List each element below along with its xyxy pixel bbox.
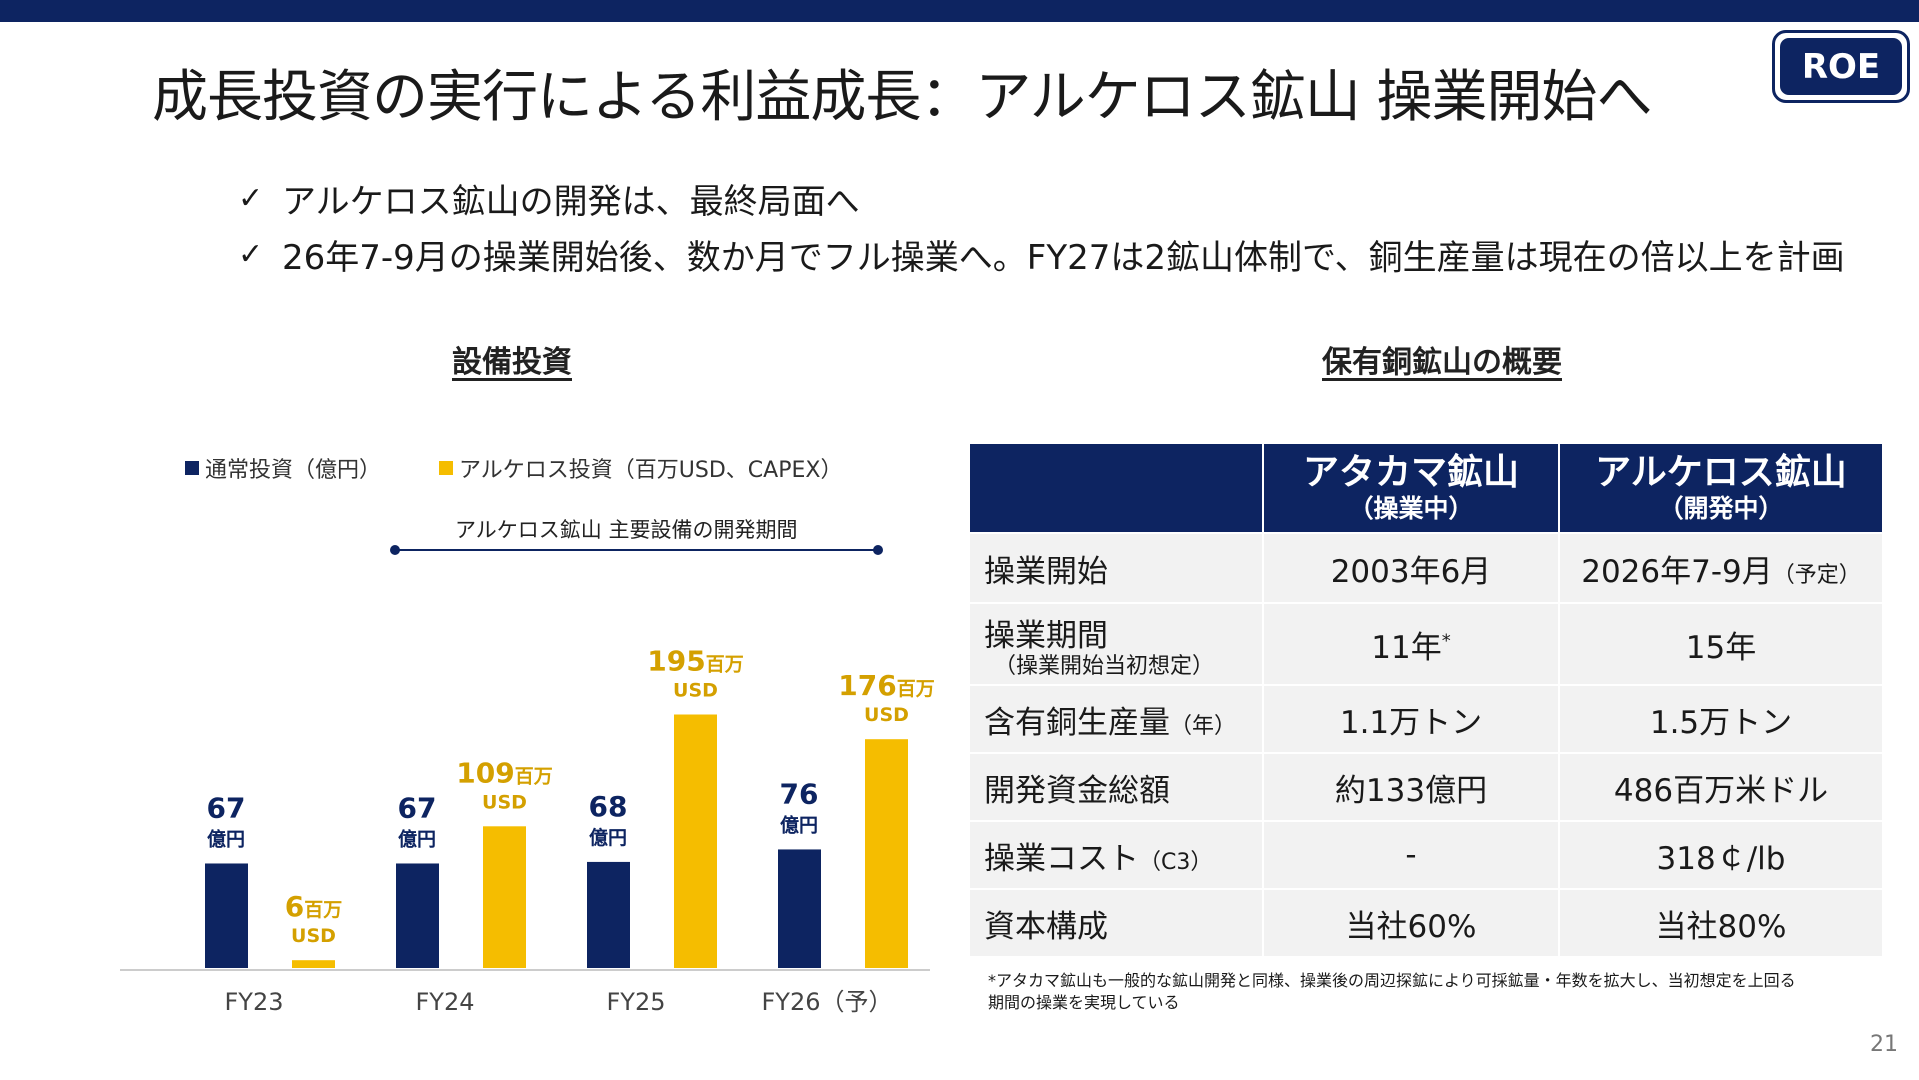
row-label: 開発資金総額 bbox=[968, 752, 1264, 822]
data-label-regular: 67 bbox=[398, 791, 437, 824]
row-value-atacama: 当社60% bbox=[1262, 888, 1560, 958]
bullet-list: ✓ アルケロス鉱山の開発は、最終局面へ ✓ 26年7-9月の操業開始後、数か月で… bbox=[238, 170, 1845, 282]
footnote-line: 期間の操業を実現している bbox=[988, 993, 1180, 1012]
chart-legend: 通常投資（億円） アルケロス投資（百万USD、CAPEX） bbox=[185, 452, 842, 484]
bar-regular-FY26（予） bbox=[778, 849, 821, 968]
bar-regular-FY25 bbox=[587, 861, 630, 968]
data-label-arqueros-unit: USD bbox=[864, 704, 909, 726]
row-value-arqueros: 1.5万トン bbox=[1558, 684, 1884, 754]
page-title: 成長投資の実行による利益成長：アルケロス鉱山 操業開始へ bbox=[152, 65, 1653, 130]
page-number: 21 bbox=[1870, 1032, 1898, 1057]
row-label: 操業開始 bbox=[968, 532, 1264, 604]
table-section-title: 保有銅鉱山の概要 bbox=[1322, 345, 1562, 380]
row-value-arqueros: 318￠/lb bbox=[1558, 820, 1884, 890]
data-label-arqueros-unit: USD bbox=[482, 791, 527, 813]
x-tick-label: FY25 bbox=[606, 988, 665, 1016]
development-period-label: アルケロス鉱山 主要設備の開発期間 bbox=[455, 518, 798, 542]
data-label-arqueros-unit: USD bbox=[673, 680, 718, 702]
table-header-blank bbox=[968, 442, 1264, 534]
data-label-regular: 68 bbox=[589, 790, 628, 823]
table-row: 含有銅生産量（年） 1.1万トン 1.5万トン bbox=[968, 684, 1884, 754]
table-header-atacama: アタカマ鉱山 （操業中） bbox=[1262, 442, 1560, 534]
development-period-start-dot bbox=[390, 545, 400, 555]
bar-arqueros-FY25 bbox=[674, 714, 717, 968]
footnote: *アタカマ鉱山も一般的な鉱山開発と同様、操業後の周辺探鉱により可採鉱量・年数を拡… bbox=[988, 970, 1796, 1014]
row-label: 資本構成 bbox=[968, 888, 1264, 958]
row-value-atacama: 2003年6月 bbox=[1262, 532, 1560, 604]
row-label: 含有銅生産量（年） bbox=[968, 684, 1264, 754]
table-row: 開発資金総額 約133億円 486百万米ドル bbox=[968, 752, 1884, 822]
roe-badge: ROE bbox=[1772, 30, 1910, 103]
check-icon: ✓ bbox=[238, 180, 264, 216]
data-label-arqueros: 176百万 bbox=[838, 669, 934, 702]
legend-swatch-gold bbox=[439, 461, 454, 475]
data-label-arqueros: 6百万 bbox=[285, 890, 343, 923]
bar-regular-FY23 bbox=[205, 863, 248, 968]
data-label-regular-unit: 億円 bbox=[398, 827, 436, 850]
copper-mines-table: アタカマ鉱山 （操業中） アルケロス鉱山 （開発中） 操業開始 2003年6月 … bbox=[968, 442, 1884, 958]
development-period-end-dot bbox=[873, 545, 883, 555]
data-label-regular-unit: 億円 bbox=[589, 826, 627, 849]
table-header-arqueros: アルケロス鉱山 （開発中） bbox=[1558, 442, 1884, 534]
bullet-item: ✓ 26年7-9月の操業開始後、数か月でフル操業へ。FY27は2鉱山体制で、銅生… bbox=[238, 226, 1845, 282]
data-label-regular: 67 bbox=[207, 791, 246, 824]
table-row: 操業コスト（C3） - 318￠/lb bbox=[968, 820, 1884, 890]
legend-item-regular: 通常投資（億円） bbox=[185, 452, 381, 484]
bar-arqueros-FY24 bbox=[483, 826, 526, 968]
top-accent-bar bbox=[0, 0, 1919, 22]
capex-bar-chart: 67億円6百万USDFY2367億円109百万USDFY2468億円195百万U… bbox=[120, 545, 935, 1016]
footnote-line: *アタカマ鉱山も一般的な鉱山開発と同様、操業後の周辺探鉱により可採鉱量・年数を拡… bbox=[988, 971, 1796, 990]
row-value-arqueros: 当社80% bbox=[1558, 888, 1884, 958]
data-label-arqueros: 195百万 bbox=[647, 645, 743, 678]
row-value-arqueros: 2026年7-9月（予定） bbox=[1558, 532, 1884, 604]
data-label-regular: 76 bbox=[780, 777, 819, 810]
data-label-regular-unit: 億円 bbox=[207, 827, 245, 850]
legend-label: アルケロス投資（百万USD、CAPEX） bbox=[459, 458, 843, 483]
chart-section-title: 設備投資 bbox=[452, 345, 572, 380]
row-value-atacama: 11年* bbox=[1262, 602, 1560, 686]
table-header-row: アタカマ鉱山 （操業中） アルケロス鉱山 （開発中） bbox=[968, 442, 1884, 534]
legend-item-arqueros: アルケロス投資（百万USD、CAPEX） bbox=[439, 452, 842, 484]
bullet-text: アルケロス鉱山の開発は、最終局面へ bbox=[282, 181, 860, 222]
table-row: 資本構成 当社60% 当社80% bbox=[968, 888, 1884, 958]
row-value-atacama: 約133億円 bbox=[1262, 752, 1560, 822]
row-value-arqueros: 486百万米ドル bbox=[1558, 752, 1884, 822]
x-tick-label: FY24 bbox=[415, 988, 474, 1016]
bar-arqueros-FY26（予） bbox=[865, 739, 908, 968]
data-label-regular-unit: 億円 bbox=[780, 813, 818, 836]
row-value-atacama: 1.1万トン bbox=[1262, 684, 1560, 754]
x-tick-label: FY23 bbox=[224, 988, 283, 1016]
bar-regular-FY24 bbox=[396, 863, 439, 968]
row-label: 操業期間 （操業開始当初想定） bbox=[968, 602, 1264, 686]
legend-swatch-navy bbox=[185, 461, 199, 475]
bullet-item: ✓ アルケロス鉱山の開発は、最終局面へ bbox=[238, 170, 1845, 226]
table-row: 操業開始 2003年6月 2026年7-9月（予定） bbox=[968, 532, 1884, 604]
bullet-text: 26年7-9月の操業開始後、数か月でフル操業へ。FY27は2鉱山体制で、銅生産量… bbox=[282, 237, 1845, 278]
data-label-arqueros-unit: USD bbox=[291, 925, 336, 947]
row-value-arqueros: 15年 bbox=[1558, 602, 1884, 686]
row-value-atacama: - bbox=[1262, 820, 1560, 890]
legend-label: 通常投資（億円） bbox=[205, 458, 382, 483]
table-row: 操業期間 （操業開始当初想定） 11年* 15年 bbox=[968, 602, 1884, 686]
bar-arqueros-FY23 bbox=[292, 960, 335, 968]
x-tick-label: FY26（予） bbox=[761, 988, 892, 1016]
data-label-arqueros: 109百万 bbox=[456, 756, 552, 789]
row-label: 操業コスト（C3） bbox=[968, 820, 1264, 890]
check-icon: ✓ bbox=[238, 236, 264, 272]
roe-badge-label: ROE bbox=[1780, 38, 1902, 95]
